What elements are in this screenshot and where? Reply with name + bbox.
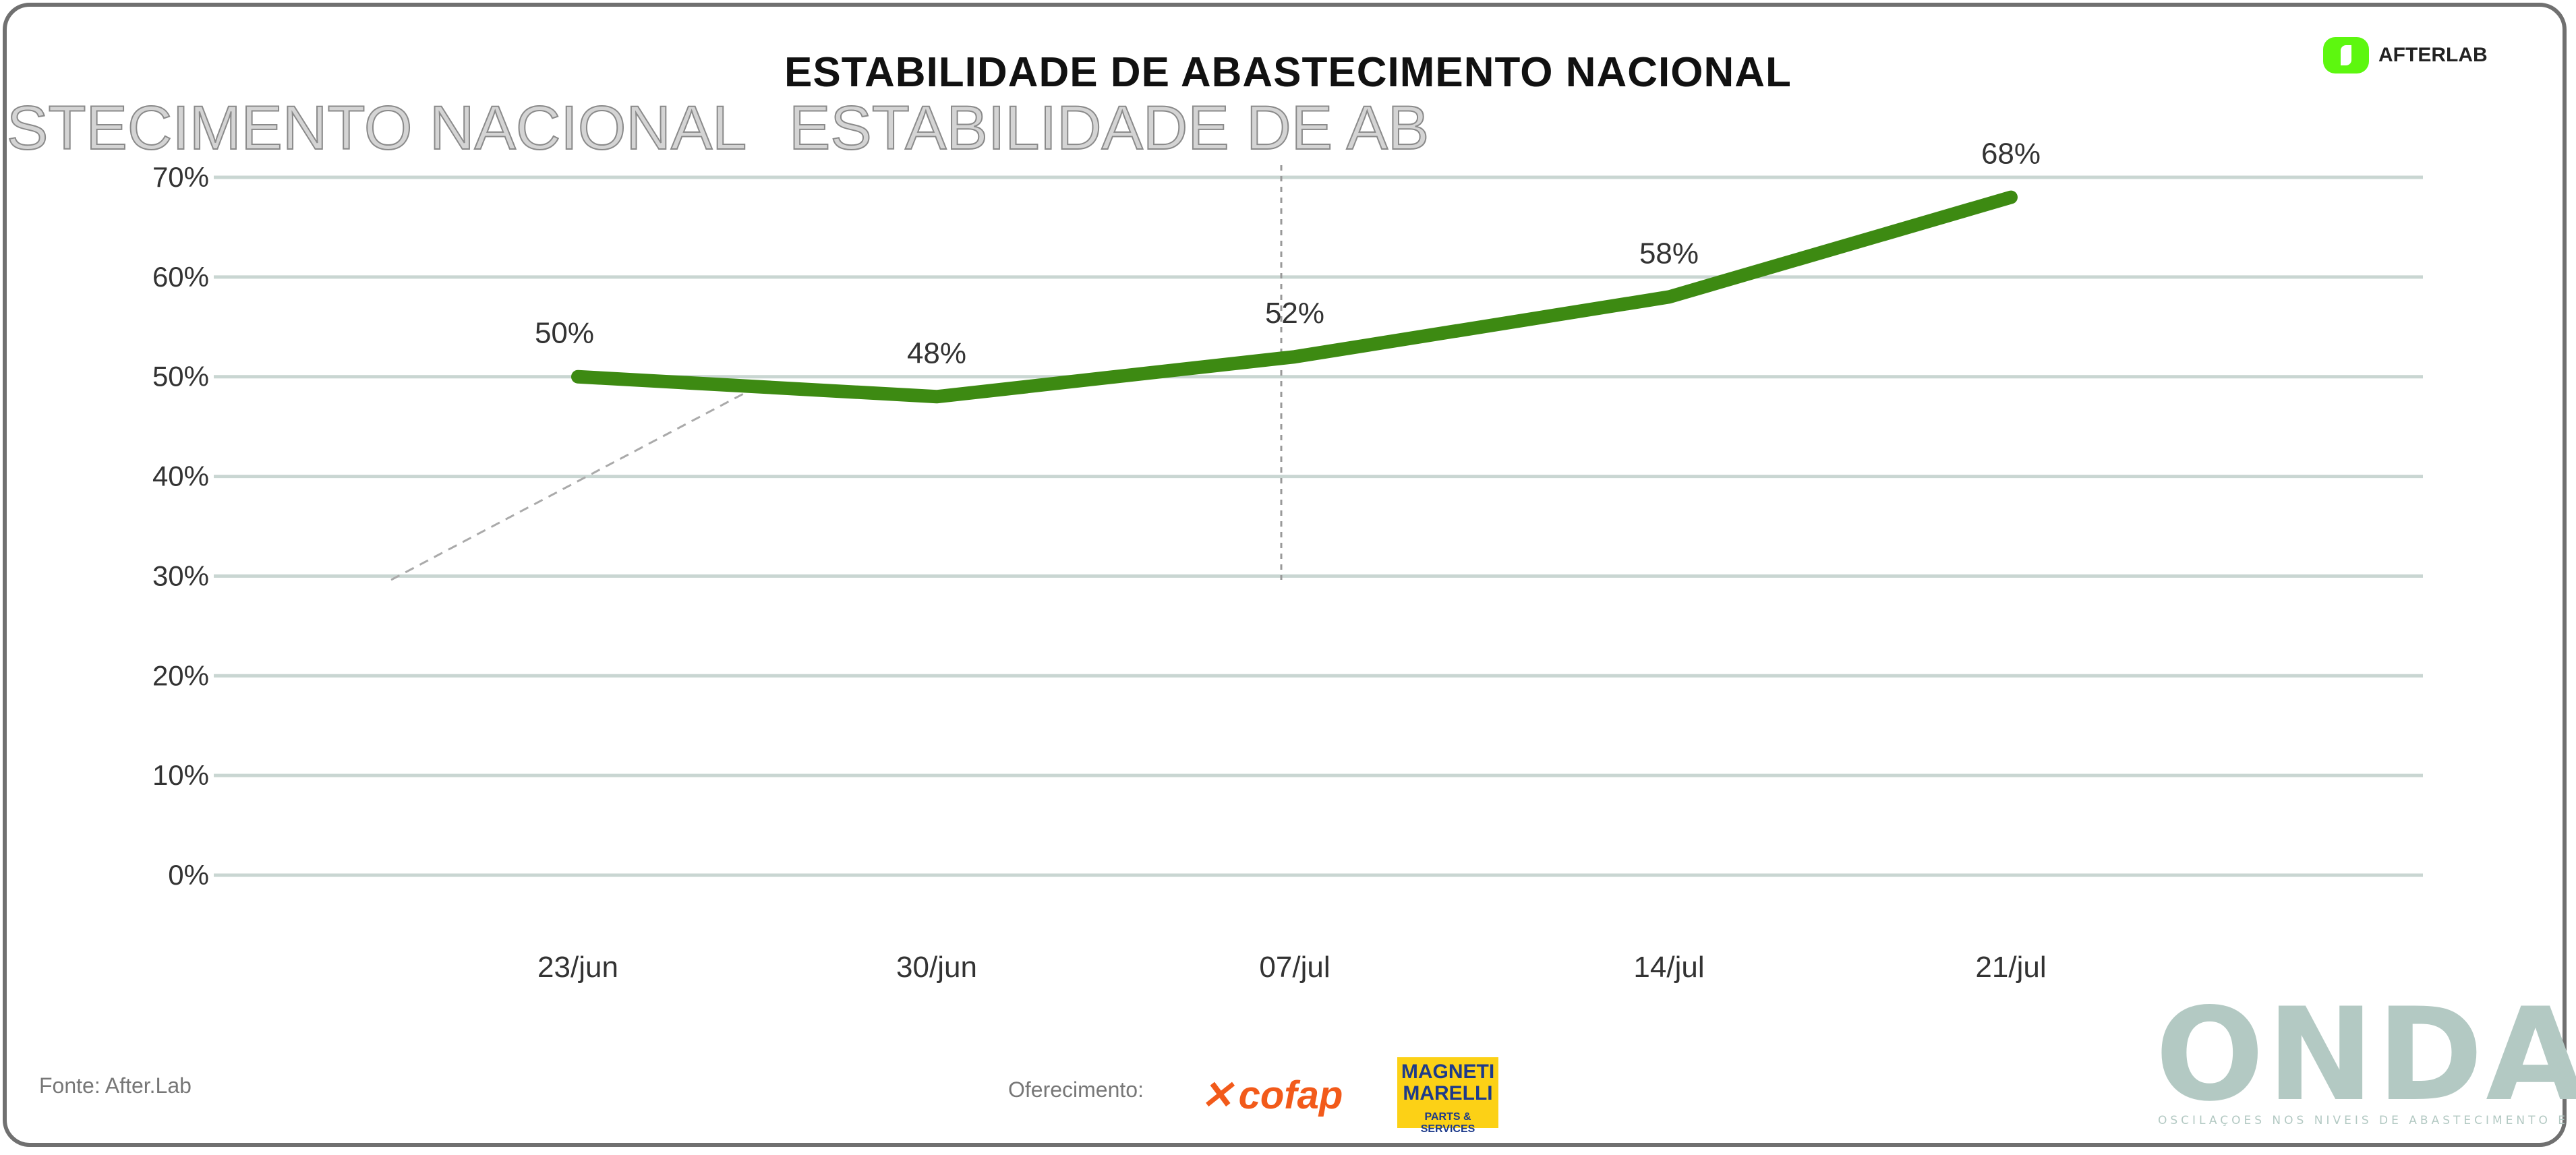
marelli-line1: MAGNETI — [1401, 1061, 1495, 1083]
data-point — [576, 374, 580, 379]
afterlab-logo-text: AFTERLAB — [2378, 44, 2488, 66]
ghost-title-fragment: STECIMENTO NACIONAL — [6, 94, 747, 162]
data-point — [935, 394, 939, 399]
data-point — [1667, 295, 1671, 299]
marelli-line3: PARTS & SERVICES — [1420, 1111, 1475, 1135]
x-tick-label: 14/jul — [1633, 951, 1704, 984]
y-tick-label: 40% — [152, 461, 209, 492]
y-tick-label: 10% — [152, 759, 209, 791]
data-label: 68% — [1981, 138, 2041, 171]
cofap-text: cofap — [1238, 1073, 1343, 1117]
x-tick-label: 21/jul — [1975, 951, 2046, 984]
data-label: 58% — [1639, 237, 1699, 270]
afterlab-logo-icon — [2323, 37, 2369, 73]
ghost-title-fragment: ESTABILIDADE DE AB — [788, 94, 1430, 162]
y-tick-label: 20% — [152, 659, 209, 691]
cofap-logo: ✕ cofap — [1200, 1072, 1343, 1118]
afterlab-logo: AFTERLAB — [2323, 37, 2488, 73]
source-note: Fonte: After.Lab — [39, 1073, 192, 1098]
data-label: 50% — [535, 317, 594, 350]
cofap-x-icon: ✕ — [1200, 1073, 1233, 1117]
card-frame — [3, 3, 2567, 1147]
marelli-line2: MARELLI — [1403, 1082, 1493, 1104]
data-point — [1293, 355, 1297, 359]
x-tick-label: 30/jun — [896, 951, 977, 984]
x-tick-label: 07/jul — [1259, 951, 1330, 984]
x-tick-label: 23/jun — [537, 951, 618, 984]
sponsor-label: Oferecimento: — [1008, 1077, 1144, 1102]
y-tick-label: 60% — [152, 261, 209, 293]
y-tick-label: 0% — [168, 859, 209, 891]
data-label: 48% — [907, 336, 966, 369]
ghost-dashed-line — [390, 390, 749, 581]
onda-tagline: OSCILAÇOES NOS NIVEIS DE ABASTECIMENTO E… — [2158, 1114, 2576, 1127]
onda-logo: ONDA — [2155, 980, 2576, 1129]
magneti-marelli-logo: MAGNETI MARELLI PARTS & SERVICES — [1397, 1057, 1498, 1135]
y-tick-label: 70% — [152, 161, 209, 193]
data-label: 52% — [1265, 297, 1324, 330]
data-point — [2009, 195, 2013, 200]
y-tick-label: 30% — [152, 560, 209, 591]
chart-title: ESTABILIDADE DE ABASTECIMENTO NACIONAL — [784, 49, 1792, 96]
y-tick-label: 50% — [152, 361, 209, 392]
